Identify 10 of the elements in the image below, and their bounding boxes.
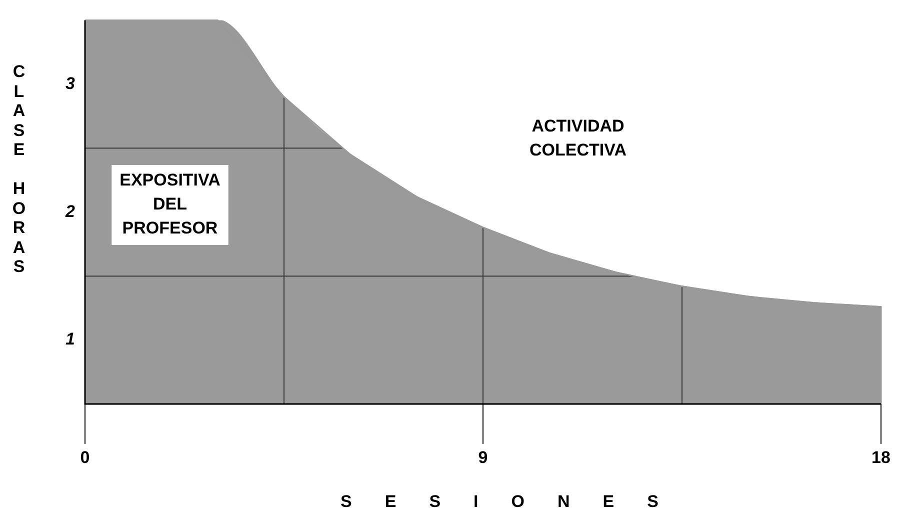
- y-tick-label: 2: [64, 202, 76, 221]
- x-tick-label: 18: [872, 448, 890, 467]
- y-tick-label: 3: [66, 74, 76, 93]
- x-tick-label: 0: [80, 448, 90, 467]
- annotation: ACTIVIDAD COLECTIVA: [530, 116, 626, 160]
- text: CLASE HORAS: [12, 62, 26, 276]
- annotation: EXPOSITIVA DEL PROFESOR: [120, 170, 220, 238]
- y-tick-label: 1: [66, 330, 75, 349]
- x-tick-label: 9: [478, 448, 488, 467]
- x-axis-title: SESIONES: [340, 492, 692, 512]
